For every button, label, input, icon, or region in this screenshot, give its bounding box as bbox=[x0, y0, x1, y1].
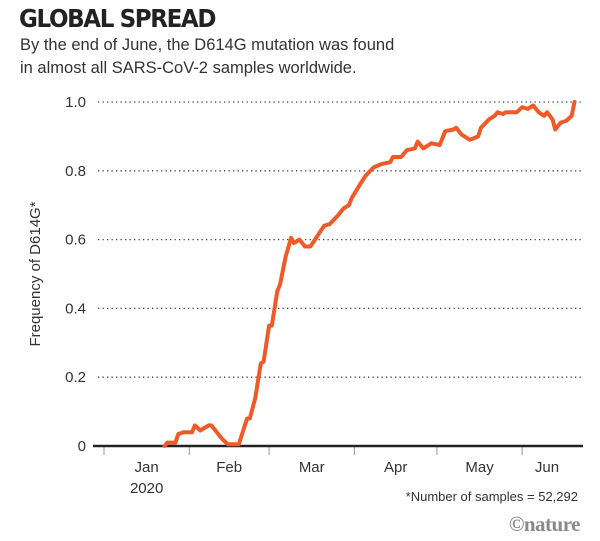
footnote: *Number of samples = 52,292 bbox=[405, 489, 578, 504]
x-tick-label: Jun bbox=[535, 459, 559, 476]
x-tick-label: Feb bbox=[216, 459, 242, 476]
x-tick-label: Apr bbox=[384, 459, 407, 476]
nature-logo: ©nature bbox=[508, 512, 581, 536]
x-tick-label: May bbox=[465, 459, 494, 476]
chart-title: GLOBAL SPREAD bbox=[19, 4, 216, 33]
x-tick-label: Jan bbox=[135, 459, 159, 476]
y-tick-label: 0.6 bbox=[65, 232, 86, 249]
subtitle-line-2: in almost all SARS-CoV-2 samples worldwi… bbox=[20, 59, 357, 77]
x-tick-label: Mar bbox=[299, 459, 325, 476]
y-tick-label: 0 bbox=[78, 438, 86, 455]
x-tick-year: 2020 bbox=[130, 480, 163, 497]
y-axis-label: Frequency of D614G* bbox=[27, 201, 44, 346]
series-line-d614g-frequency bbox=[162, 100, 577, 448]
subtitle-line-1: By the end of June, the D614G mutation w… bbox=[20, 36, 395, 54]
y-tick-label: 0.8 bbox=[65, 163, 86, 180]
y-tick-label: 0.2 bbox=[65, 369, 86, 386]
y-tick-label: 1.0 bbox=[65, 94, 86, 111]
y-tick-label: 0.4 bbox=[65, 300, 86, 317]
